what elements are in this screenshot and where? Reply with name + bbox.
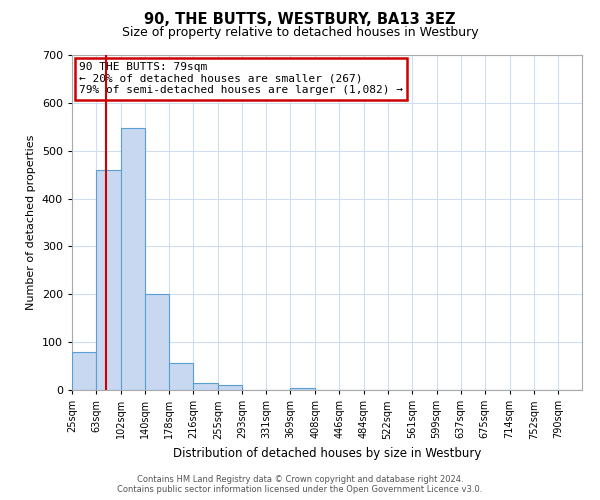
X-axis label: Distribution of detached houses by size in Westbury: Distribution of detached houses by size … (173, 447, 481, 460)
Bar (96, 170, 121, 390)
Bar (218, 385, 242, 390)
Y-axis label: Number of detached properties: Number of detached properties (26, 135, 36, 310)
Text: Size of property relative to detached houses in Westbury: Size of property relative to detached ho… (122, 26, 478, 39)
Bar (145, 294, 169, 390)
Bar (169, 362, 193, 390)
Text: 90 THE BUTTS: 79sqm
← 20% of detached houses are smaller (267)
79% of semi-detac: 90 THE BUTTS: 79sqm ← 20% of detached ho… (79, 62, 403, 95)
Text: Contains HM Land Registry data © Crown copyright and database right 2024.
Contai: Contains HM Land Registry data © Crown c… (118, 474, 482, 494)
Bar (72, 352, 96, 390)
Bar (193, 383, 218, 390)
Bar (121, 128, 145, 390)
Text: 90, THE BUTTS, WESTBURY, BA13 3EZ: 90, THE BUTTS, WESTBURY, BA13 3EZ (144, 12, 456, 28)
Bar (290, 388, 315, 390)
